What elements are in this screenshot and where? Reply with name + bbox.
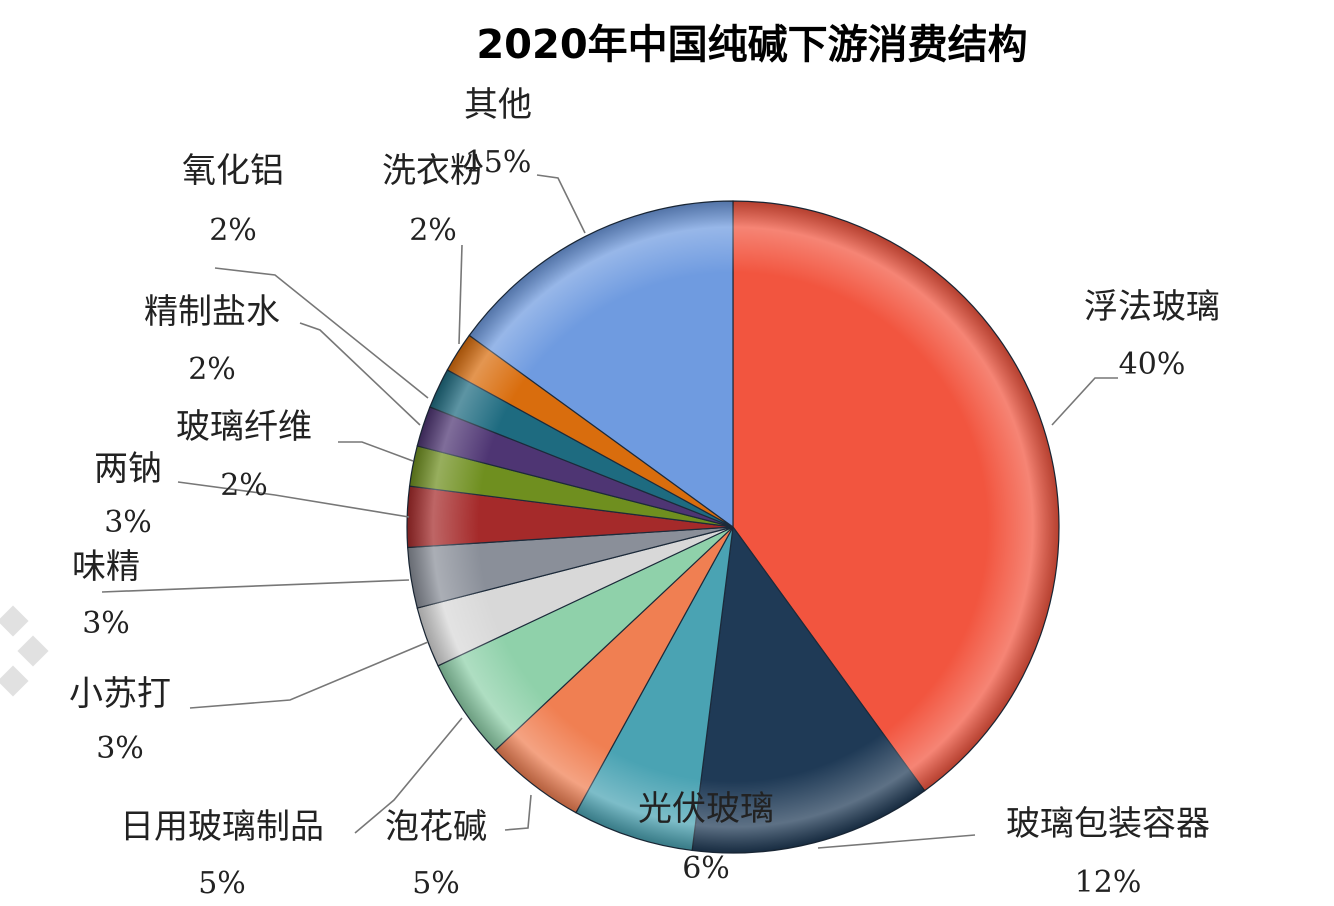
leader-line: [214, 267, 429, 399]
leader-lines: [101, 174, 1118, 849]
leader-line: [536, 174, 586, 234]
slice-label: 玻璃包装容器: [1006, 804, 1210, 844]
slice-label: 光伏玻璃: [638, 789, 774, 829]
slice-percent: 5%: [198, 866, 246, 901]
slice-label: 其他: [464, 85, 532, 125]
leader-line: [189, 641, 429, 709]
slice-percent: 2%: [220, 468, 268, 503]
slice-percent: 2%: [209, 213, 257, 248]
chart-title: 2020年中国纯碱下游消费结构: [476, 22, 1027, 68]
leader-line: [504, 794, 532, 831]
slice-percent: 5%: [412, 866, 460, 901]
slice-percent: 15%: [465, 145, 532, 180]
slice-label: 洗衣粉: [382, 151, 484, 191]
slice-labels: 浮法玻璃 40% 玻璃包装容器 12% 光伏玻璃 6% 日用玻璃制品 5% 泡花碱 5% 小苏打 3%…: [69, 85, 1220, 901]
leader-line: [1051, 377, 1118, 426]
leader-line: [458, 244, 463, 345]
slice-percent: 12%: [1075, 865, 1142, 900]
leader-line: [354, 717, 463, 834]
slice-label: 浮法玻璃: [1084, 287, 1220, 327]
slice-label: 味精: [72, 547, 140, 587]
slice-percent: 3%: [82, 606, 130, 641]
slice-label: 日用玻璃制品: [120, 807, 324, 847]
leader-line: [299, 322, 421, 426]
slice-percent: 3%: [96, 731, 144, 766]
pie-slices: [406, 200, 1060, 854]
slice-percent: 40%: [1119, 347, 1186, 382]
slice-label: 精制盐水: [144, 292, 280, 332]
slice-percent: 3%: [104, 505, 152, 540]
slice-percent: 2%: [188, 352, 236, 387]
slice-percent: 6%: [682, 851, 730, 886]
leader-line: [338, 441, 414, 462]
watermark-logo: [0, 605, 49, 697]
leader-line: [177, 481, 410, 518]
slice-label: 两钠: [94, 449, 162, 489]
slice-label: 氧化铝: [182, 151, 284, 191]
leader-line: [101, 579, 410, 593]
slice-label: 泡花碱: [385, 807, 487, 847]
slice-label: 玻璃纤维: [176, 407, 312, 447]
slice-percent: 2%: [409, 213, 457, 248]
leader-line: [817, 834, 976, 849]
slice-label: 小苏打: [69, 674, 171, 714]
